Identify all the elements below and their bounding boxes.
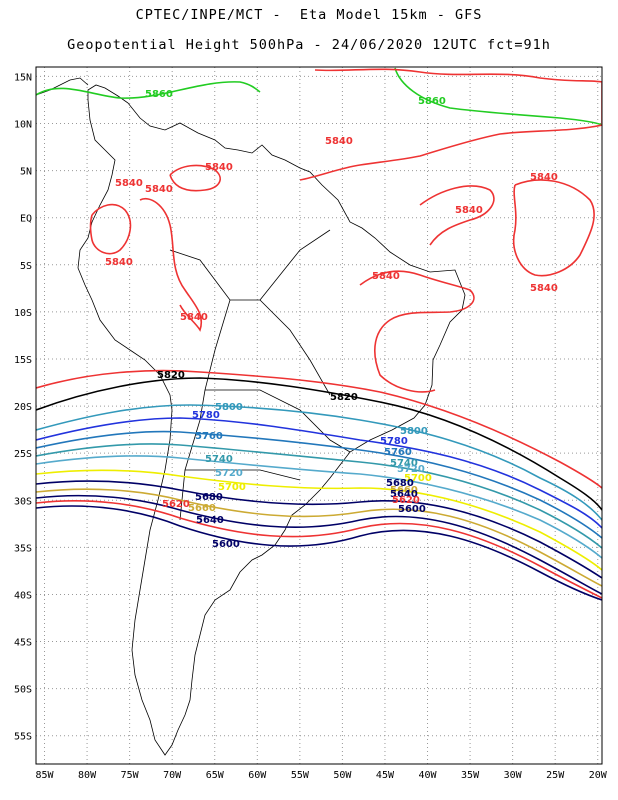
x-tick-label: 65W [206,770,225,781]
x-tick-label: 70W [163,770,182,781]
x-tick-label: 50W [333,770,352,781]
contour-label-5800: 5800 [215,402,243,413]
chart-subtitle: Geopotential Height 500hPa - 24/06/2020 … [67,37,551,53]
x-tick-label: 85W [35,770,54,781]
contour-label-5860: 5860 [418,96,446,107]
y-tick-label: 55S [14,732,32,743]
contour-5640 [36,494,602,595]
y-tick-label: 15S [14,355,32,366]
contour-label-5840: 5840 [105,257,133,268]
contour-5760 [36,430,602,539]
x-tick-label: 75W [121,770,140,781]
contour-label-5840: 5840 [372,271,400,282]
contour-label-5620: 5620 [392,495,420,506]
contour-label-5840: 5840 [115,178,143,189]
y-tick-label: 20S [14,402,32,413]
x-tick-label: 35W [461,770,480,781]
x-tick-label: 80W [78,770,97,781]
contour-label-5720: 5720 [215,468,243,479]
contour-5840-atlantic [419,185,495,246]
map-frame [36,67,602,764]
y-tick-label: 15N [14,72,32,83]
contour-label-5720: 5720 [397,464,425,475]
y-tick-label: 25S [14,449,32,460]
y-tick-label: 10N [14,120,32,131]
y-tick-label: 5N [20,167,32,178]
contour-label-5680: 5680 [195,492,223,503]
contour-label-5700: 5700 [218,482,246,493]
contour-label-5600: 5600 [212,539,240,550]
map-border [35,66,603,765]
contour-label-5860: 5860 [145,89,173,100]
contour-5840-amazon [139,198,203,332]
contour-label-5680: 5680 [386,478,414,489]
contour-5840-venezuela [169,164,221,192]
contour-label-5840: 5840 [455,205,483,216]
contour-label-5820: 5820 [157,370,185,381]
x-tick-label: 30W [504,770,523,781]
y-tick-label: 30S [14,496,32,507]
contour-5840-east-africa [513,179,595,277]
x-tick-label: 45W [376,770,395,781]
contour-5600 [36,505,602,601]
contour-5820 [36,377,602,511]
contour-5860-north [36,81,261,99]
contour-label-5780: 5780 [380,436,408,447]
x-tick-label: 20W [589,770,608,781]
contour-label-5640: 5640 [390,489,418,500]
x-tick-label: 40W [418,770,437,781]
y-tick-label: EQ [20,214,32,225]
contour-label-5840: 5840 [530,172,558,183]
contour-5860-east [394,67,602,126]
contour-label-5760: 5760 [195,431,223,442]
y-tick-label: 5S [20,261,32,272]
contour-label-5840: 5840 [530,283,558,294]
y-tick-label: 40S [14,590,32,601]
contour-label-5600: 5600 [398,504,426,515]
contour-label-5820: 5820 [330,392,358,403]
chart-title: CPTEC/INPE/MCT - Eta Model 15km - GFS [135,7,483,23]
contour-5700 [36,469,602,571]
y-tick-label: 45S [14,638,32,649]
contour-label-5840: 5840 [145,184,173,195]
contour-5620 [36,500,602,599]
y-tick-label: 10S [14,308,32,319]
x-tick-label: 55W [291,770,310,781]
contour-label-5620: 5620 [162,499,190,510]
contour-label-5760: 5760 [384,447,412,458]
contour-label-5800: 5800 [400,426,428,437]
contour-5680 [36,480,602,579]
contour-5840-brazil-ne [359,270,475,393]
contour-label-5640: 5640 [196,515,224,526]
contour-labels: 5860586058405840584058405840584058405840… [105,89,558,550]
contour-5800 [36,404,602,521]
contour-5660 [36,488,602,587]
contour-label-5780: 5780 [192,410,220,421]
contour-5740 [36,443,602,549]
contour-5840-edge [36,369,602,489]
y-tick-label: 50S [14,685,32,696]
contour-label-5840: 5840 [180,312,208,323]
contour-5840-colombia [89,203,132,255]
x-tick-label: 60W [248,770,267,781]
map-grid [36,67,602,764]
contour-5720 [36,455,602,559]
contour-5840-north [299,68,602,181]
contour-label-5700: 5700 [404,473,432,484]
y-tick-label: 35S [14,543,32,554]
contour-label-5660: 5660 [188,503,216,514]
contour-5780 [36,417,602,529]
axis-ticks: 85W 80W 75W 70W 65W 60W 55W 50W 45W 40W 35W 30W 25W 2… [14,72,608,781]
contour-label-5660: 5660 [390,485,418,496]
contour-label-5740: 5740 [205,454,233,465]
contour-label-5840: 5840 [205,162,233,173]
contour-label-5840: 5840 [325,136,353,147]
x-tick-label: 25W [546,770,565,781]
contour-label-5740: 5740 [390,458,418,469]
south-america-coast [77,84,466,756]
